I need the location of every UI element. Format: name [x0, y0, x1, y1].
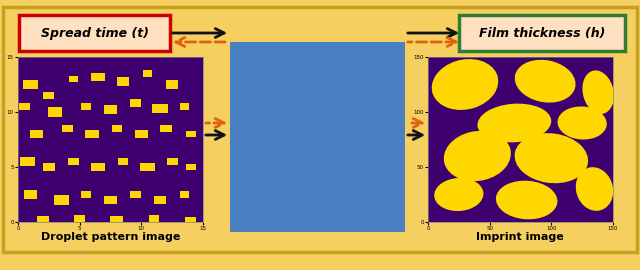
Text: Droplet pattern image: Droplet pattern image: [42, 232, 180, 242]
FancyBboxPatch shape: [19, 15, 170, 51]
Bar: [112, 125, 122, 132]
Ellipse shape: [432, 59, 499, 110]
Bar: [47, 107, 63, 117]
FancyBboxPatch shape: [3, 7, 637, 252]
Bar: [148, 215, 159, 222]
Bar: [180, 103, 189, 110]
Bar: [152, 104, 168, 113]
Bar: [154, 195, 166, 204]
Bar: [161, 125, 172, 132]
Text: Spread time (t): Spread time (t): [41, 26, 149, 39]
Text: Imprint image: Imprint image: [476, 232, 564, 242]
Ellipse shape: [515, 133, 588, 183]
Bar: [81, 191, 91, 198]
Bar: [44, 92, 54, 99]
Text: Forward/Inverse
problem model: Forward/Inverse problem model: [253, 110, 381, 144]
Bar: [186, 131, 196, 137]
Bar: [180, 191, 189, 198]
Bar: [110, 216, 124, 224]
Bar: [19, 103, 29, 110]
Bar: [43, 163, 55, 171]
FancyBboxPatch shape: [459, 15, 625, 51]
Bar: [20, 157, 35, 166]
Ellipse shape: [557, 106, 607, 140]
Bar: [74, 215, 85, 222]
Ellipse shape: [576, 167, 613, 211]
Bar: [68, 158, 79, 165]
Bar: [104, 195, 117, 204]
Ellipse shape: [444, 131, 511, 181]
Bar: [23, 80, 38, 89]
Ellipse shape: [515, 60, 575, 103]
Bar: [36, 216, 49, 224]
Bar: [62, 125, 73, 132]
Bar: [54, 195, 68, 205]
Ellipse shape: [477, 104, 551, 142]
Bar: [68, 76, 79, 82]
Bar: [81, 103, 91, 110]
Bar: [186, 164, 196, 170]
Bar: [92, 163, 105, 171]
Bar: [85, 130, 99, 139]
Bar: [143, 70, 152, 77]
Bar: [116, 77, 129, 86]
Bar: [135, 130, 147, 139]
Bar: [130, 99, 141, 107]
Bar: [24, 190, 36, 199]
Bar: [140, 163, 155, 171]
Bar: [185, 217, 196, 223]
Bar: [166, 80, 179, 89]
Ellipse shape: [496, 181, 557, 219]
Text: Film thickness (h): Film thickness (h): [479, 26, 605, 39]
Bar: [104, 105, 117, 114]
Bar: [118, 158, 128, 165]
Bar: [130, 191, 141, 198]
Bar: [92, 73, 105, 81]
Ellipse shape: [582, 70, 614, 114]
Bar: [30, 130, 43, 139]
Bar: [166, 158, 178, 165]
Ellipse shape: [434, 178, 483, 211]
